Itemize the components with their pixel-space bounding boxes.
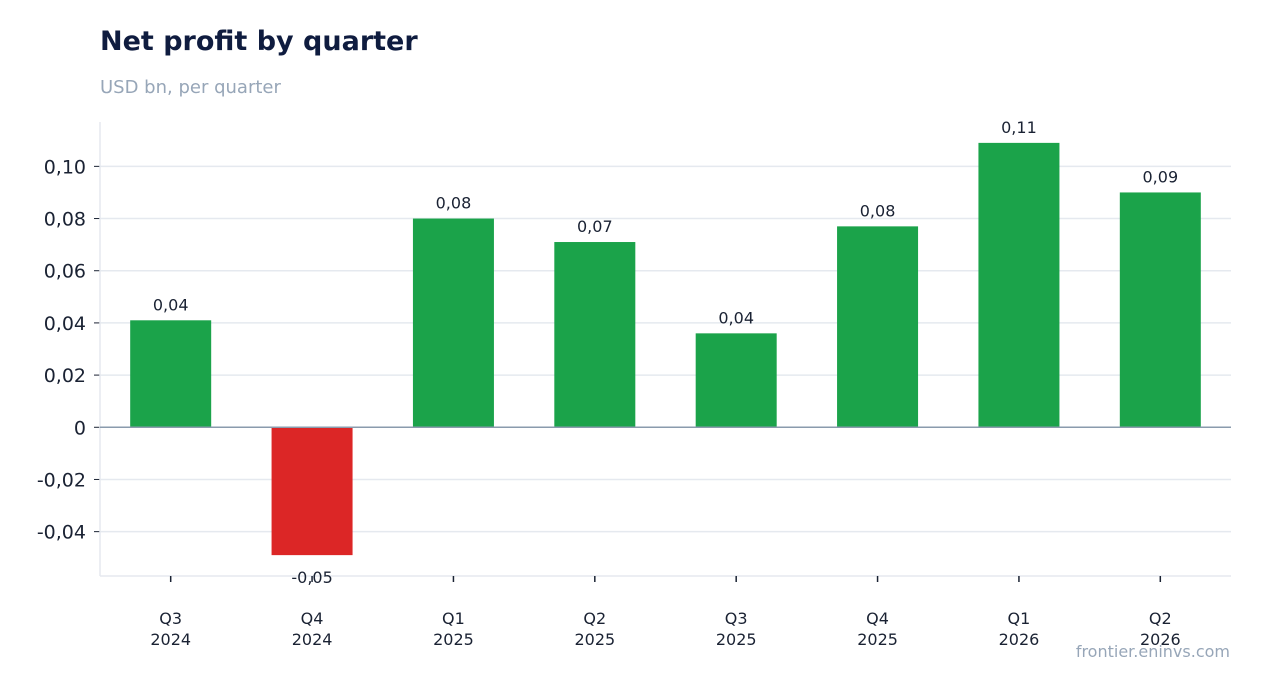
x-tick-label-quarter: Q2: [583, 609, 606, 628]
source-credit: frontier.eninvs.com: [1075, 642, 1230, 661]
x-tick-label-year: 2025: [574, 630, 615, 649]
y-tick-label: 0,04: [44, 313, 86, 335]
x-tick-label-quarter: Q4: [866, 609, 889, 628]
data-label: 0,09: [1143, 167, 1179, 186]
x-tick-label-quarter: Q2: [1149, 609, 1172, 628]
x-tick-label-quarter: Q3: [725, 609, 748, 628]
data-label: 0,04: [153, 295, 189, 314]
data-label: 0,08: [436, 194, 472, 213]
bar: [130, 320, 212, 428]
bar: [978, 142, 1060, 428]
data-label: 0,08: [860, 201, 896, 220]
x-tick-label-year: 2024: [292, 630, 333, 649]
y-tick-label: 0,10: [44, 156, 86, 178]
bar: [695, 333, 777, 428]
x-tick-label-year: 2024: [150, 630, 191, 649]
bar: [554, 242, 636, 428]
x-tick-label-year: 2025: [433, 630, 474, 649]
x-tick-label-quarter: Q1: [442, 609, 465, 628]
data-label: 0,04: [718, 308, 754, 327]
y-tick-label: 0,02: [44, 365, 86, 387]
x-tick-label-year: 2026: [999, 630, 1040, 649]
x-tick-label-quarter: Q1: [1008, 609, 1031, 628]
y-tick-label: -0,02: [37, 469, 86, 491]
data-label: 0,11: [1001, 118, 1037, 137]
chart-title: Net profit by quarter: [100, 26, 418, 57]
y-tick-label: 0: [74, 417, 86, 439]
x-tick-label-year: 2025: [857, 630, 898, 649]
y-tick-label: -0,04: [37, 522, 86, 544]
x-tick-label-year: 2025: [716, 630, 757, 649]
x-tick-label-year: 2026: [1140, 630, 1181, 649]
bar: [271, 427, 353, 556]
x-tick-label-quarter: Q4: [301, 609, 324, 628]
bar: [412, 218, 494, 428]
y-tick-label: 0,08: [44, 209, 86, 231]
bar: [1119, 192, 1201, 428]
chart-subtitle: USD bn, per quarter: [100, 77, 281, 98]
data-label: 0,07: [577, 217, 613, 236]
y-tick-label: 0,06: [44, 261, 86, 283]
x-tick-label-quarter: Q3: [159, 609, 182, 628]
bar: [837, 226, 919, 428]
